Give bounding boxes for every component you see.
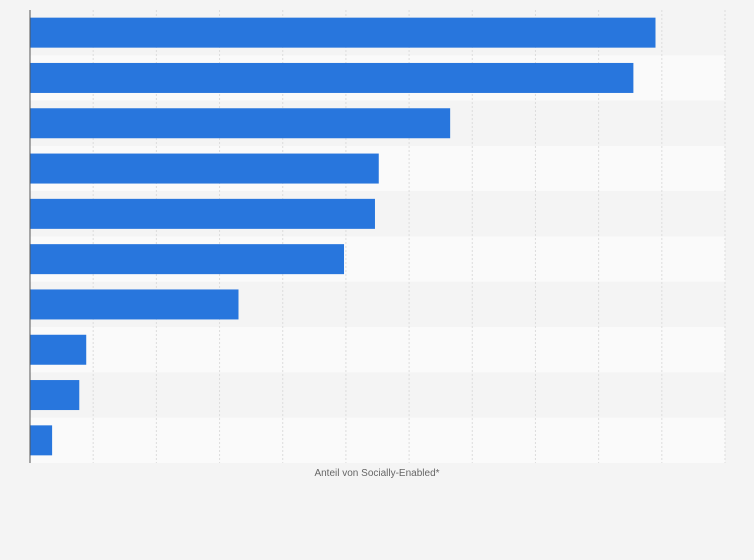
bar xyxy=(30,62,634,93)
bar-series xyxy=(30,17,656,456)
bar xyxy=(30,289,239,320)
bar xyxy=(30,153,379,184)
bar xyxy=(30,334,87,365)
bar xyxy=(30,198,375,229)
row-band xyxy=(30,417,725,463)
x-axis-title: Anteil von Socially-Enabled* xyxy=(314,468,440,479)
row-band xyxy=(30,327,725,373)
gridlines xyxy=(92,10,726,463)
row-band xyxy=(30,372,725,418)
bar xyxy=(30,380,80,411)
bar xyxy=(30,244,345,275)
bar xyxy=(30,425,53,456)
bar xyxy=(30,108,451,139)
bar xyxy=(30,17,656,48)
